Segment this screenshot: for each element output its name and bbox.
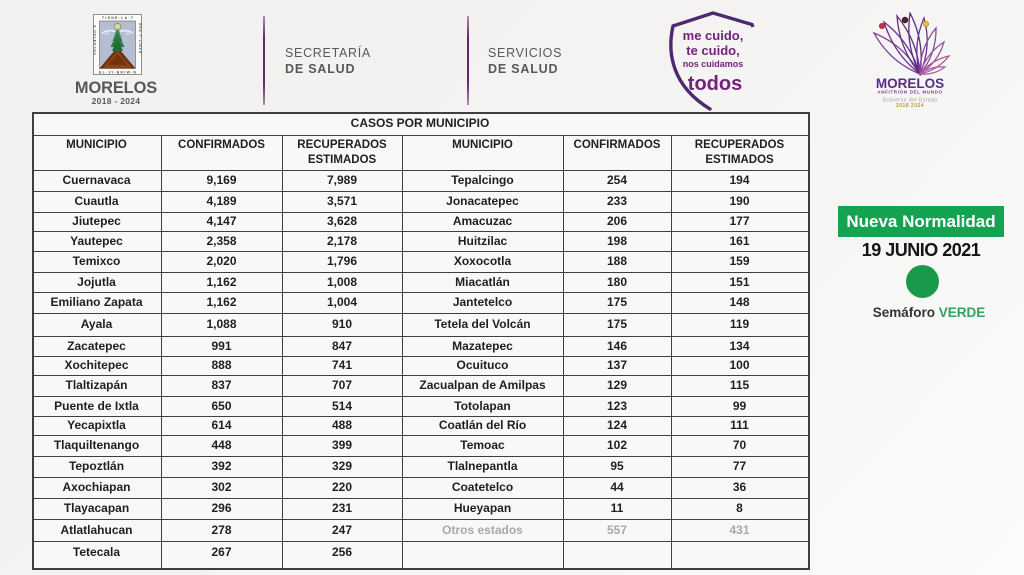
svg-text:2018 2024: 2018 2024 [896, 103, 924, 109]
svg-text:VOLUNTAD·E: VOLUNTAD·E [93, 25, 97, 55]
svg-text:ANFITRIÓN DEL MUNDO: ANFITRIÓN DEL MUNDO [877, 88, 942, 95]
svg-text:me cuido,: me cuido, [683, 28, 744, 43]
svg-text:todos: todos [688, 73, 742, 95]
svg-text:EL·VI·BRIW·N: EL·VI·BRIW·N [99, 70, 137, 74]
svg-text:TIENE·LA·T: TIENE·LA·T [102, 16, 134, 20]
svg-text:RRA·Y·LIBER: RRA·Y·LIBER [138, 23, 142, 54]
svg-text:Gobierno del Estado: Gobierno del Estado [882, 98, 937, 104]
svg-text:te cuido,: te cuido, [686, 43, 739, 58]
svg-text:MORELOS: MORELOS [876, 76, 944, 91]
svg-text:nos cuidamos: nos cuidamos [683, 59, 744, 69]
